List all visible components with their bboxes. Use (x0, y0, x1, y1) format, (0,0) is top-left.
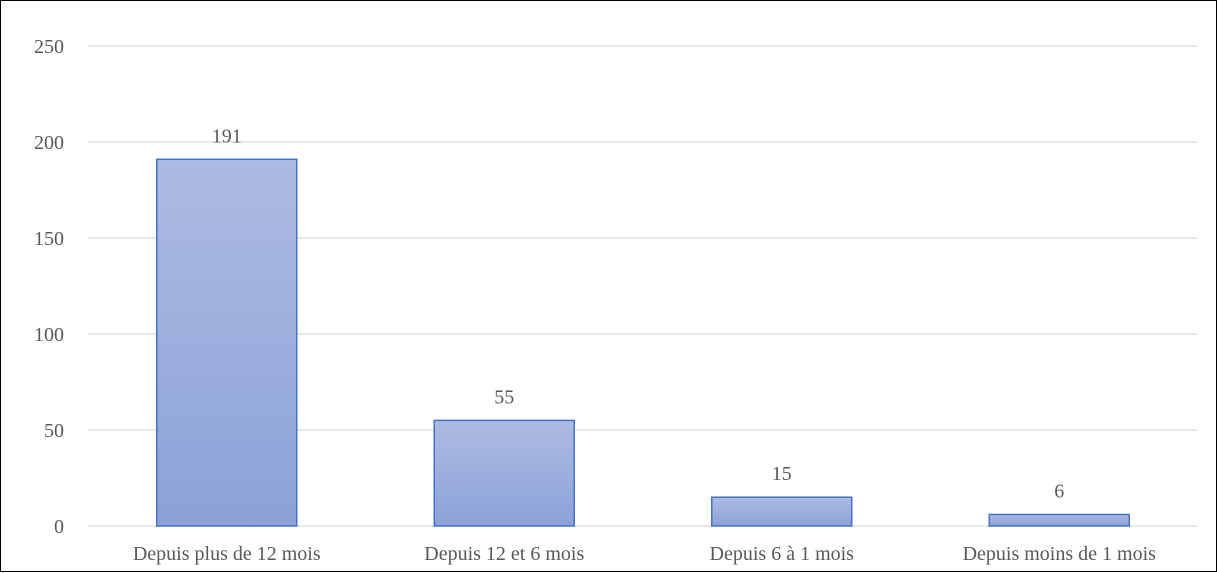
data-label-2: 55 (494, 386, 514, 408)
y-tick-label-100: 100 (34, 324, 64, 346)
y-tick-label-0: 0 (54, 516, 64, 538)
x-tick-label-4: Depuis moins de 1 mois (963, 543, 1157, 565)
x-tick-label-3: Depuis 6 à 1 mois (710, 543, 855, 565)
bar-3 (711, 496, 853, 527)
data-label-1: 191 (212, 125, 242, 147)
y-tick-label-200: 200 (34, 132, 64, 154)
y-axis: 0 50 100 150 200 250 (34, 36, 64, 538)
bar-2 (433, 419, 575, 527)
x-tick-label-1: Depuis plus de 12 mois (133, 543, 321, 565)
y-tick-label-250: 250 (34, 36, 64, 58)
data-label-4: 6 (1054, 480, 1064, 502)
bars (156, 158, 1130, 527)
data-labels: 191 55 15 6 (212, 125, 1065, 502)
x-axis: Depuis plus de 12 mois Depuis 12 et 6 moi… (133, 543, 1156, 565)
x-tick-label-2: Depuis 12 et 6 mois (424, 543, 584, 565)
y-tick-label-150: 150 (34, 228, 64, 250)
y-tick-label-50: 50 (44, 420, 64, 442)
bar-1 (156, 158, 298, 527)
data-label-3: 15 (772, 463, 792, 485)
bar-4 (988, 513, 1130, 527)
